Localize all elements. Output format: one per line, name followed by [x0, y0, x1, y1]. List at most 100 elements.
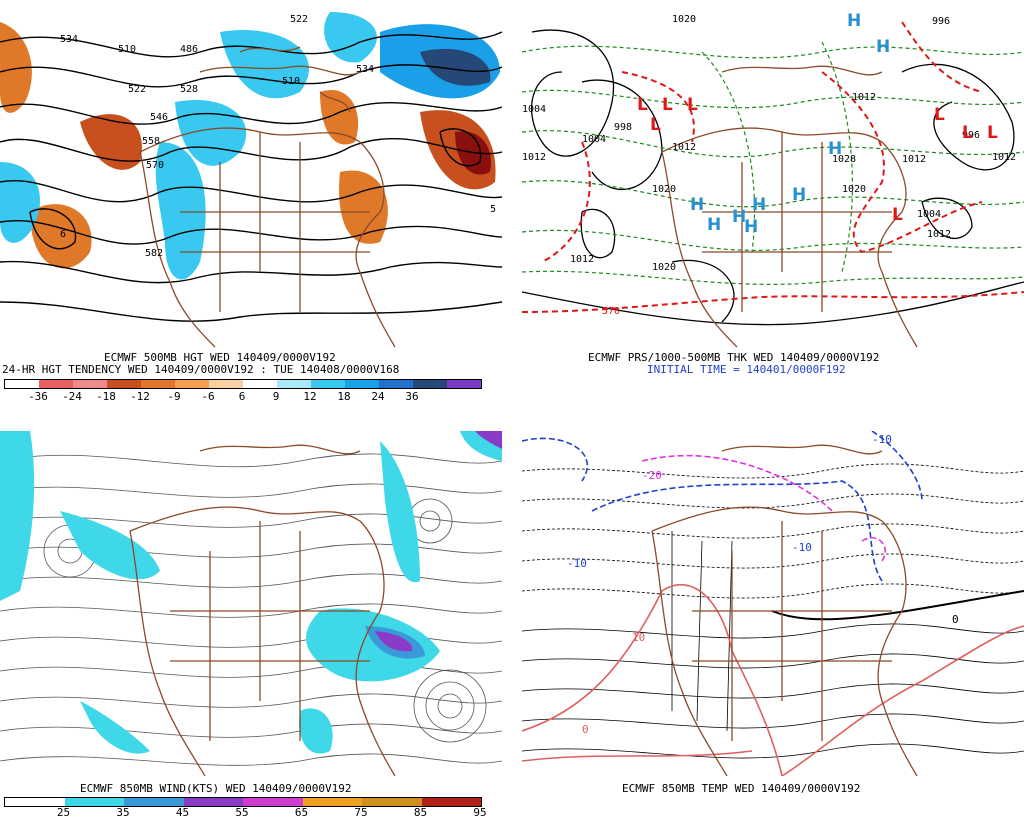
- streamlines: [0, 453, 502, 766]
- colorbar-500mb-swatch: [73, 380, 107, 388]
- colorbar-500mb-tick-label: -9: [167, 390, 181, 403]
- tendency-fill-positive: [220, 30, 309, 99]
- panel-pressure-thickness: 1020 1004 998 1012 1012 1020 1012 1020 1…: [522, 12, 1024, 351]
- temp-label: -10: [792, 541, 812, 554]
- isobar-label: 1004: [582, 134, 606, 145]
- high-center: H: [792, 185, 806, 205]
- coastlines: [651, 444, 918, 776]
- high-center: H: [828, 139, 842, 159]
- caption-temp-title: ECMWF 850MB TEMP WED 140409/0000V192: [622, 782, 861, 795]
- isobar-label: 996: [932, 16, 950, 27]
- isotherm-warm: [522, 584, 783, 776]
- colorbar-wind-swatch: [243, 798, 303, 806]
- low-center: L: [662, 95, 673, 115]
- colorbar-wind-ticks: 25 35 45 55 65 75 85 95: [0, 806, 502, 819]
- isobar-label: 1012: [672, 142, 696, 153]
- colorbar-wind-swatch: [421, 798, 481, 806]
- low-center: L: [687, 95, 698, 115]
- colorbar-wind-tick-label: 25: [56, 806, 71, 819]
- isobar-label: 1012: [852, 92, 876, 103]
- map-thickness: 1020 1004 998 1012 1012 1020 1012 1020 1…: [522, 12, 1024, 348]
- map-850-wind: [0, 431, 502, 776]
- high-center: H: [744, 217, 758, 237]
- colorbar-500mb-swatch: [447, 380, 481, 388]
- colorbar-500mb-tick-label: 9: [272, 390, 280, 403]
- isotach-fill: [380, 441, 420, 583]
- isobar-label: 1012: [570, 254, 594, 265]
- pressure-centers: H H H H H H H H H L L L L L L L L: [637, 12, 998, 237]
- isobar-label: 1020: [672, 14, 696, 25]
- temp-label: 10: [632, 631, 645, 644]
- colorbar-500mb-tick-label: 36: [405, 390, 419, 403]
- isobars: [522, 29, 1024, 326]
- low-center: L: [637, 95, 648, 115]
- contour-label: 510: [118, 44, 136, 55]
- isobar-label: 1012: [902, 154, 926, 165]
- isobar-label: 1020: [842, 184, 866, 195]
- isotach-fill: [306, 608, 440, 682]
- isotherm-cold: [591, 480, 883, 582]
- caption-wind-title: ECMWF 850MB WIND(KTS) WED 140409/0000V19…: [80, 782, 352, 795]
- coastlines: [129, 444, 396, 776]
- colorbar-500mb-swatch: [277, 380, 311, 388]
- colorbar-500mb-swatch: [107, 380, 141, 388]
- isobar-label: 998: [614, 122, 632, 133]
- contour-label: 486: [180, 44, 198, 55]
- contour-label: 546: [150, 112, 168, 123]
- thickness-green: [522, 41, 1024, 285]
- low-center: L: [987, 123, 998, 143]
- contour-label: 534: [356, 64, 374, 75]
- contour-label: 5: [490, 204, 496, 215]
- isobar-label: 1012: [927, 229, 951, 240]
- colorbar-500mb-tick-label: 18: [337, 390, 351, 403]
- colorbar-500mb: [4, 379, 482, 389]
- isotherm-warm: [522, 750, 753, 762]
- tendency-fill-positive: [420, 48, 491, 86]
- contour-label: 528: [180, 84, 198, 95]
- colorbar-500mb-swatch: [345, 380, 379, 388]
- contour-label: 510: [282, 76, 300, 87]
- temp-cold-dashed: [522, 463, 1024, 599]
- caption-thickness-title: ECMWF PRS/1000-500MB THK WED 140409/0000…: [588, 351, 880, 364]
- colorbar-wind-tick-label: 75: [354, 806, 368, 819]
- tendency-fill-negative: [320, 90, 359, 145]
- colorbar-500mb-tick-label: -24: [62, 390, 82, 403]
- high-center: H: [707, 215, 721, 235]
- colorbar-500mb-ticks: -36 -24 -18 -12 -9 -6 6 9 12 18 24 36: [0, 390, 502, 404]
- tendency-fill-negative: [0, 22, 32, 113]
- temp-key-isotherms: [522, 431, 1024, 776]
- isotach-fill: [299, 708, 333, 754]
- panel-850mb-wind: [0, 431, 502, 776]
- high-center: H: [876, 37, 890, 57]
- temp-labels: -10 -10 -10 -20 0 10 0: [567, 433, 959, 736]
- colorbar-500mb-swatch: [141, 380, 175, 388]
- colorbar-500mb-swatch: [175, 380, 209, 388]
- high-center: H: [847, 12, 861, 31]
- low-center: L: [962, 123, 973, 143]
- colorbar-500mb-tick-label: -18: [96, 390, 116, 403]
- isobar-label: 1004: [522, 104, 546, 115]
- coastlines: [139, 46, 396, 348]
- colorbar-500mb-swatch: [311, 380, 345, 388]
- high-center: H: [732, 207, 746, 227]
- isobar-labels: 1020 1004 998 1012 1012 1020 1012 1020 1…: [522, 14, 1016, 317]
- isobar-label: 1020: [652, 262, 676, 273]
- isobar-label: 996: [962, 130, 980, 141]
- tendency-fill-positive: [155, 142, 206, 280]
- isotherm-magenta: [861, 537, 886, 562]
- colorbar-500mb-swatch: [243, 380, 277, 388]
- colorbar-500mb-swatch: [209, 380, 243, 388]
- isobar-label: 1012: [522, 152, 546, 163]
- colorbar-wind-swatch: [124, 798, 184, 806]
- tendency-fill-positive: [324, 12, 377, 63]
- isotach-fill: [60, 511, 160, 580]
- contour-label: 6: [60, 229, 66, 240]
- colorbar-wind-tick-label: 55: [235, 806, 249, 819]
- map-850-temp: -10 -10 -10 -20 0 10 0: [522, 431, 1024, 776]
- isotach-fills: [0, 431, 502, 754]
- coastlines: [661, 65, 918, 348]
- colorbar-wind-tick-label: 35: [116, 806, 130, 819]
- contour-label: 570: [146, 160, 164, 171]
- colorbar-wind-tick-label: 85: [413, 806, 428, 819]
- temp-label: -20: [642, 469, 662, 482]
